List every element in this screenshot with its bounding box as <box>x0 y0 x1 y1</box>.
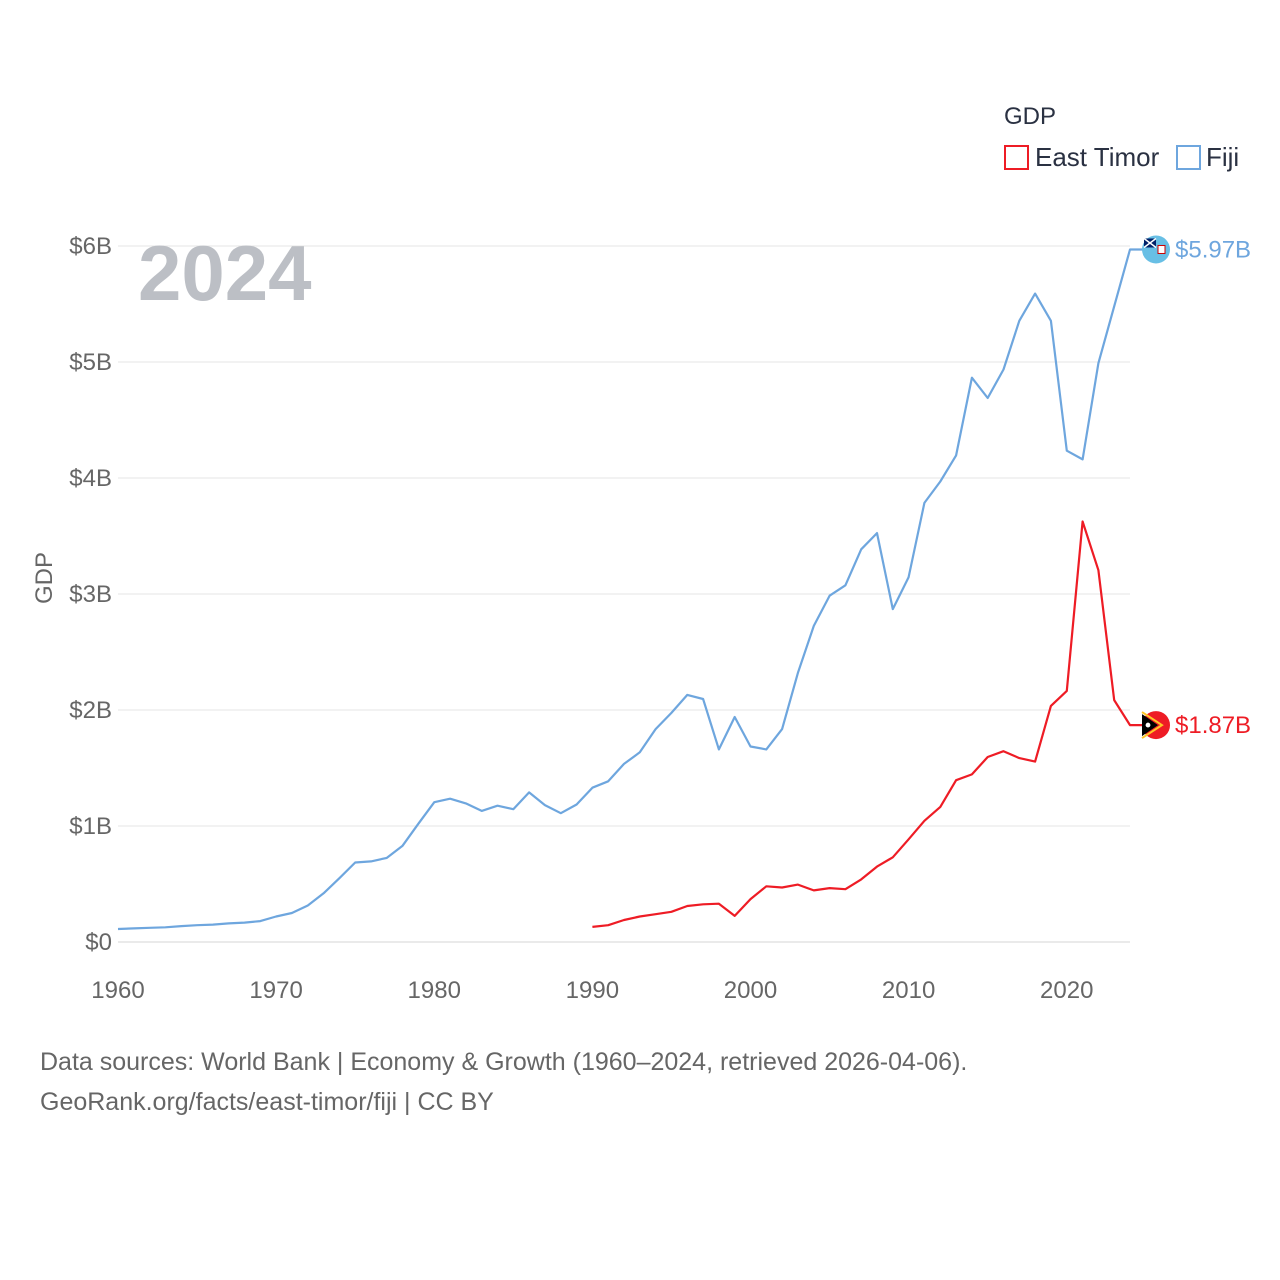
gridlines <box>118 245 1130 943</box>
legend-label-fiji: Fiji <box>1206 142 1239 172</box>
y-tick-label: $5B <box>69 349 112 376</box>
x-tick-label: 1980 <box>408 977 461 1004</box>
x-tick-label: 2020 <box>1040 977 1093 1004</box>
year-label: 2024 <box>138 229 312 317</box>
y-tick-label: $2B <box>69 697 112 724</box>
legend: GDP East Timor Fiji <box>1004 103 1239 172</box>
y-tick-label: $0 <box>85 929 112 956</box>
legend-swatch-fiji <box>1176 145 1201 170</box>
legend-item-fiji[interactable]: Fiji <box>1176 142 1239 172</box>
series-lines <box>117 248 1156 931</box>
end-label-east-timor: $1.87B <box>1175 712 1251 739</box>
y-tick-label: $4B <box>69 465 112 492</box>
y-tick-label: $6B <box>69 233 112 260</box>
x-axis: 1960 1970 1980 1990 2000 2010 2020 <box>91 977 1093 1004</box>
y-tick-label: $3B <box>69 581 112 608</box>
fiji-flag-icon <box>1142 235 1170 264</box>
source-line-1: Data sources: World Bank | Economy & Gro… <box>40 1048 968 1076</box>
chart: $0 $1B $2B $3B $4B $5B $6B 1960 1970 1980 1990 200… <box>31 103 1251 1004</box>
x-tick-label: 1970 <box>249 977 302 1004</box>
east-timor-flag-icon <box>1141 711 1170 740</box>
series-line-fiji <box>117 248 1156 931</box>
y-axis-title: GDP <box>31 552 58 604</box>
end-markers: $1.87B $5.97B <box>1141 235 1251 740</box>
x-tick-label: 2010 <box>882 977 935 1004</box>
y-axis: $0 $1B $2B $3B $4B $5B $6B <box>69 233 112 956</box>
y-tick-label: $1B <box>69 813 112 840</box>
legend-item-east-timor[interactable]: East Timor <box>1004 142 1160 172</box>
x-tick-label: 2000 <box>724 977 777 1004</box>
end-label-fiji: $5.97B <box>1175 236 1251 263</box>
legend-label-east-timor: East Timor <box>1035 142 1160 172</box>
legend-swatch-east-timor <box>1004 145 1029 170</box>
source-note: Data sources: World Bank | Economy & Gro… <box>40 1042 967 1122</box>
legend-title: GDP <box>1004 103 1056 130</box>
x-tick-label: 1960 <box>91 977 144 1004</box>
source-line-2: GeoRank.org/facts/east-timor/fiji | CC B… <box>40 1088 494 1116</box>
x-tick-label: 1990 <box>566 977 619 1004</box>
series-line-east-timor <box>592 520 1156 928</box>
